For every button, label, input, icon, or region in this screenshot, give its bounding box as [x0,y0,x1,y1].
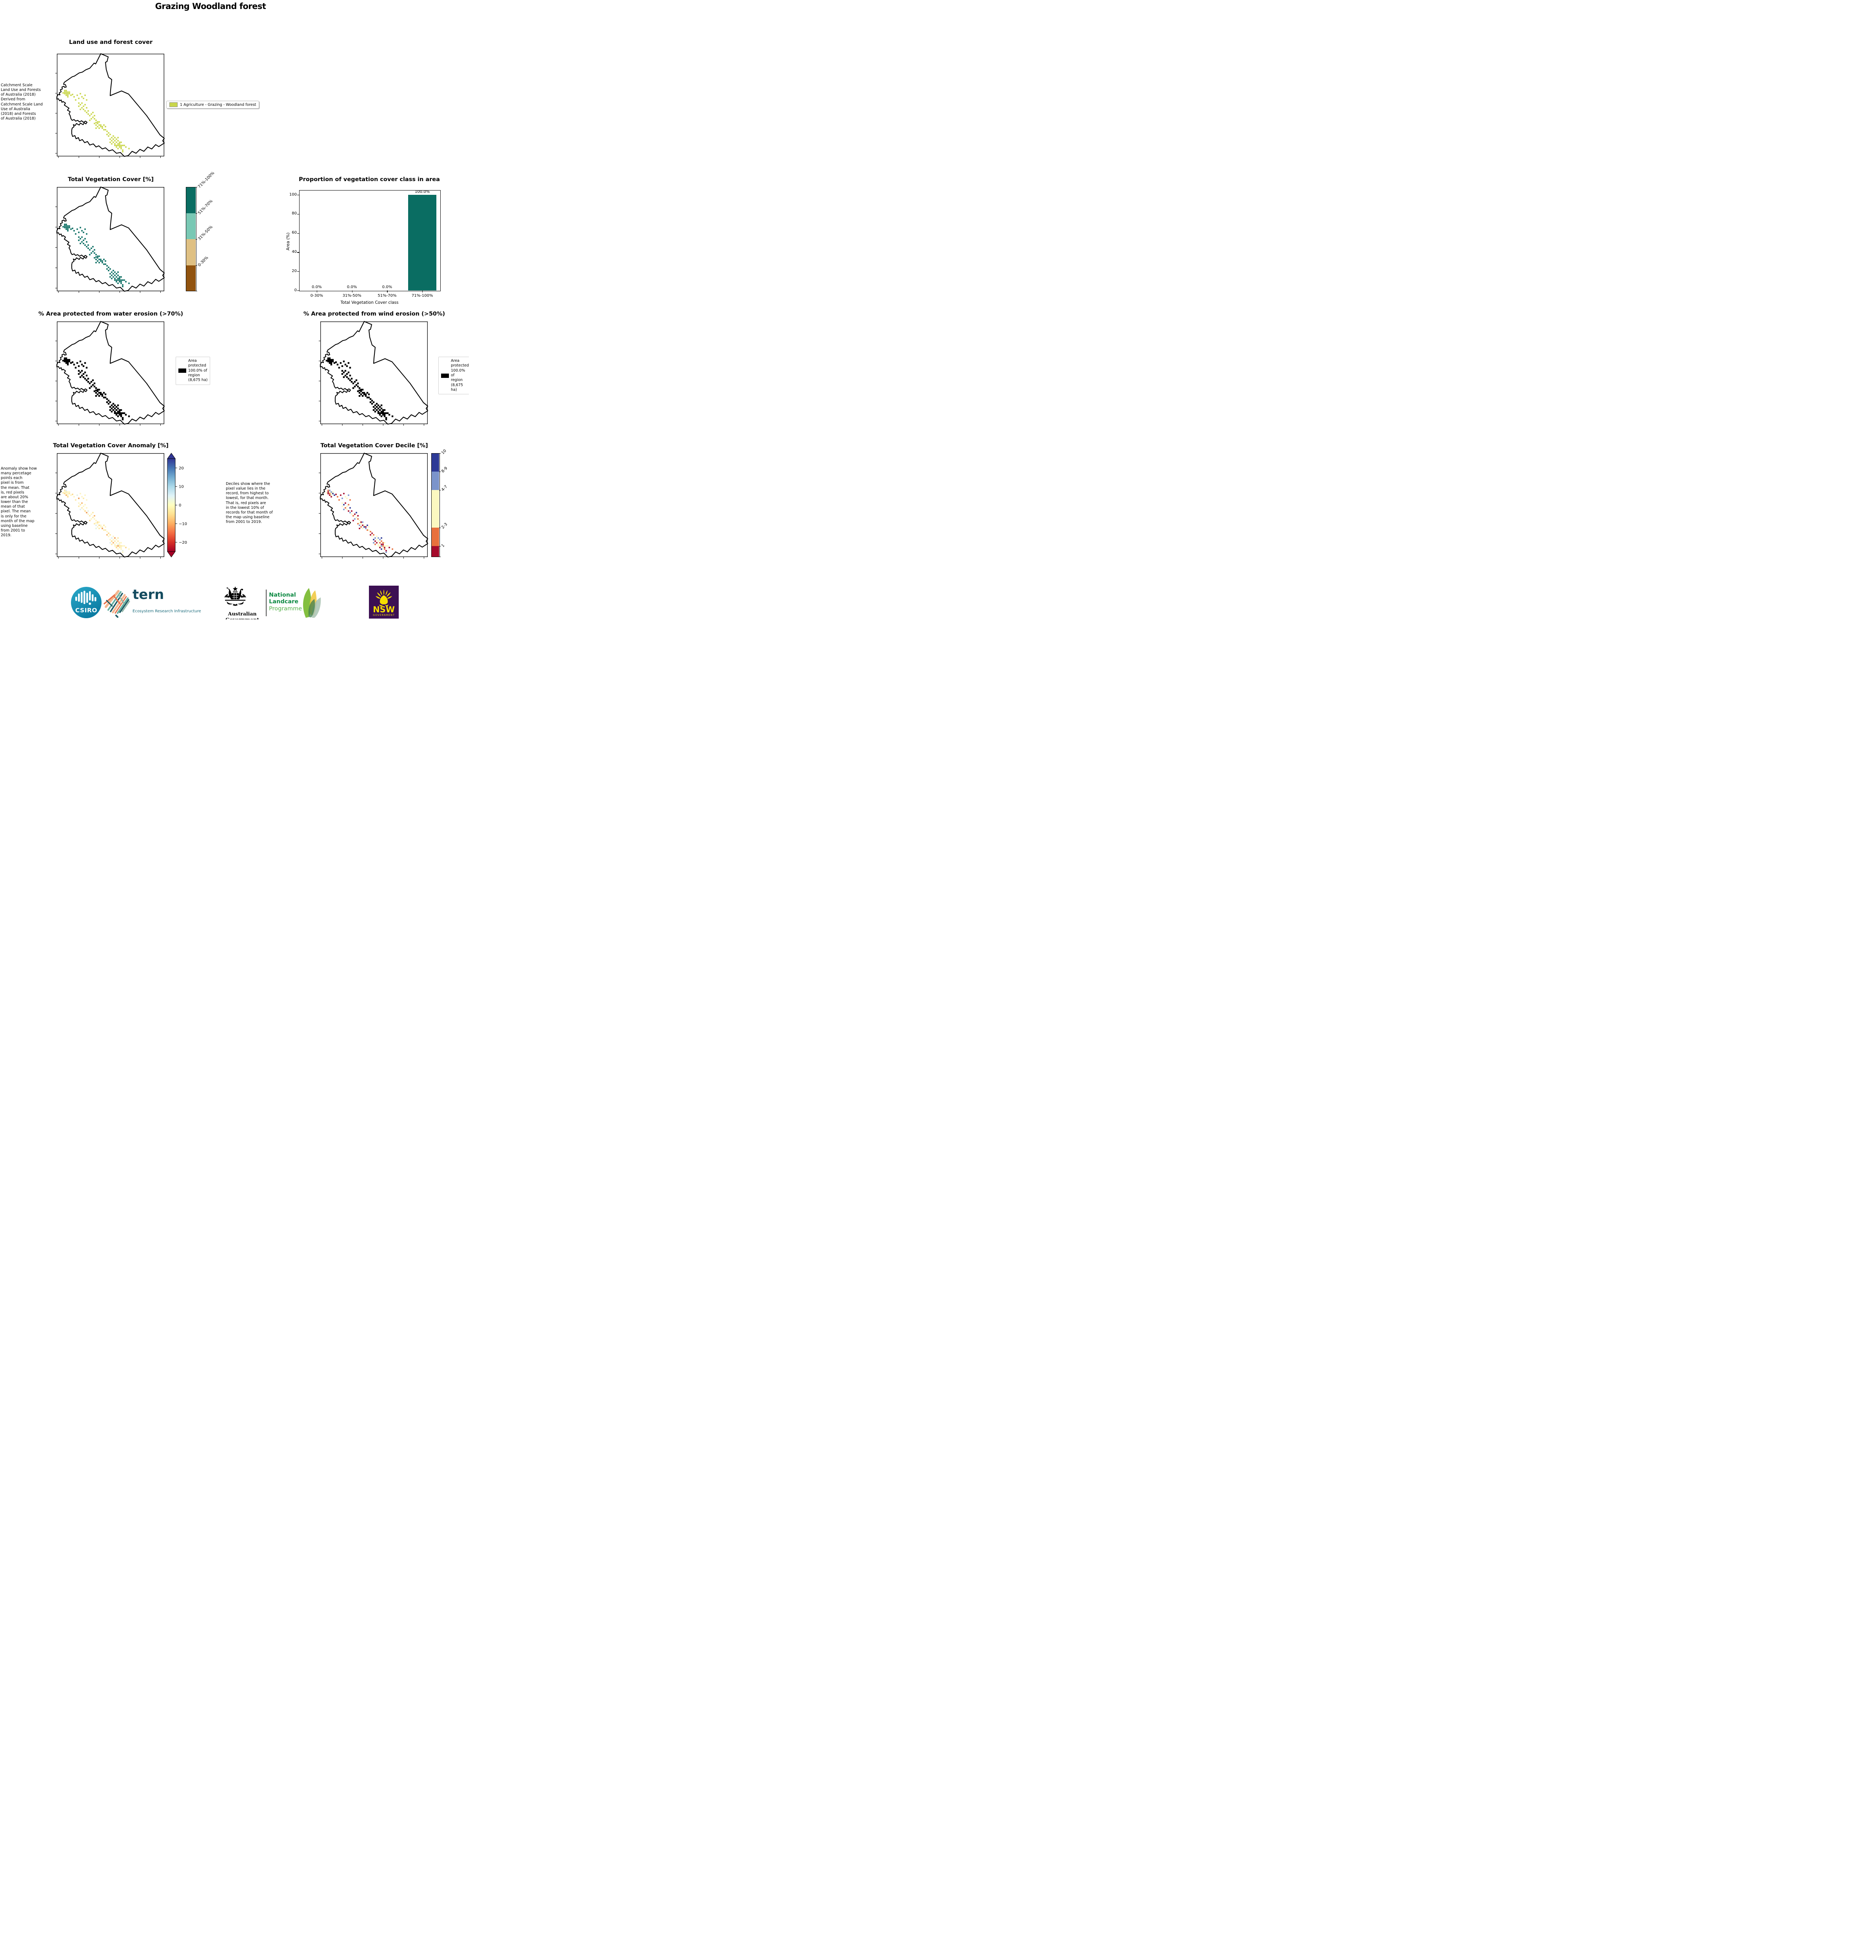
water-map [55,321,165,426]
y-tick-label: 100 [289,192,297,197]
landcare-wordmark: National Landcare Programme [269,592,302,612]
x-tick-label: 0-30% [310,294,323,298]
wind-legend-swatch [441,373,449,378]
page-title: Grazing Woodland forest [155,2,266,11]
water-legend: Area protected 100.0% of region (8,675 h… [176,357,211,385]
colorbar-segment [431,546,439,557]
colorbar-label: 31%-50% [197,225,214,241]
decile-map [319,452,429,559]
tern-sub-label: Ecosystem Research Infrastructure [133,609,201,613]
wind-map [319,321,429,426]
colorbar-label: 0-30% [197,255,209,267]
bar-value-label: 0.0% [382,285,392,289]
proportion-chart: Proportion of vegetation cover class in … [283,176,456,308]
tern-australia-icon [103,586,132,618]
svg-text:10: 10 [179,485,184,489]
landcare-line2: Landcare [269,599,299,605]
bar-71-100 [408,195,437,290]
proportion-xlabel: Total Vegetation Cover class [340,300,399,305]
svg-text:−10: −10 [179,522,187,526]
water-legend-swatch [178,368,186,373]
wind-legend: Area protected 100.0% of region (8,675 h… [438,357,469,395]
colorbar-label: 1 [441,543,446,548]
decile-title: Total Vegetation Cover Decile [%] [320,443,428,449]
nsw-government-logo: NSW GOVERNMENT [369,586,399,619]
bar-value-label: 100.0% [415,190,430,194]
svg-text:20: 20 [179,466,184,470]
y-tick-label: 0 [294,288,297,292]
colorbar-label: 2-3 [441,522,449,530]
australian-government-label: Australian Government [225,611,259,619]
colorbar-segment [431,490,439,528]
water-legend-text: Area protected 100.0% of region (8,675 h… [188,359,208,383]
anomaly-title: Total Vegetation Cover Anomaly [%] [53,443,169,449]
report-page: Grazing Woodland forest Catchment Scale … [0,0,469,619]
landcare-leaves-icon [300,587,325,618]
svg-text:NSW: NSW [373,605,395,614]
tvc-title: Total Vegetation Cover [%] [68,176,154,183]
water-title: % Area protected from water erosion (>70… [38,311,183,317]
colorbar-segment [186,187,196,213]
colorbar-segment [186,213,196,239]
svg-text:GOVERNMENT: GOVERNMENT [373,613,395,617]
landuse-legend-swatch [169,102,178,107]
proportion-plot-area [299,190,441,291]
landuse-legend-label: 1 Agriculture - Grazing - Woodland fores… [180,102,256,107]
bar-value-label: 0.0% [347,285,357,289]
svg-text:0: 0 [179,503,181,508]
wind-legend-text: Area protected 100.0% of region (8,675 h… [451,359,469,392]
landcare-line1: National [269,592,296,598]
anomaly-map [55,452,165,559]
decile-colorbar: 10 8-9 4-7 2-3 1 [431,449,448,557]
proportion-title: Proportion of vegetation cover class in … [299,176,440,183]
landcare-line3: Programme [269,605,302,612]
landuse-map [55,53,165,158]
australian-government-crest-icon [222,586,249,610]
x-tick-label: 71%-100% [411,294,433,298]
y-tick-label: 80 [292,211,297,216]
tvc-colorbar: 71%-100% 51%-70% 31%-50% 0-30% [186,171,215,291]
colorbar-label: 4-7 [441,484,449,492]
footer-divider [266,590,267,616]
y-tick-label: 40 [292,249,297,254]
colorbar-segment [431,528,439,546]
tvc-map [55,186,165,293]
bar-value-label: 0.0% [312,285,322,289]
csiro-logo-icon: CSIRO [71,586,102,619]
landuse-side-note: Catchment Scale Land Use and Forests of … [1,83,43,121]
colorbar-segment [186,265,196,291]
anomaly-colorbar: 20 10 0 −10 −20 [167,453,191,557]
y-tick-label: 60 [292,230,297,235]
colorbar-segment [431,453,439,472]
wind-title: % Area protected from wind erosion (>50%… [303,311,445,317]
x-tick-label: 51%-70% [378,294,397,298]
colorbar-label: 51%-70% [197,199,214,215]
colorbar-label: 10 [441,448,447,456]
colorbar-label: 8-9 [441,466,449,474]
x-tick-label: 31%-50% [342,294,361,298]
csiro-label: CSIRO [75,607,97,614]
landuse-legend: 1 Agriculture - Grazing - Woodland fores… [166,101,260,109]
colorbar-segment [431,471,439,490]
tern-label: tern [133,587,164,603]
y-tick-label: 20 [292,269,297,273]
colorbar-label: 71%-100% [197,171,216,189]
landuse-title: Land use and forest cover [69,39,153,45]
decile-side-note: Deciles show where the pixel value lies … [226,482,273,524]
colorbar-segment [186,239,196,265]
anomaly-side-note: Anomaly show how many percetage points e… [1,466,37,538]
svg-text:−20: −20 [179,541,187,545]
